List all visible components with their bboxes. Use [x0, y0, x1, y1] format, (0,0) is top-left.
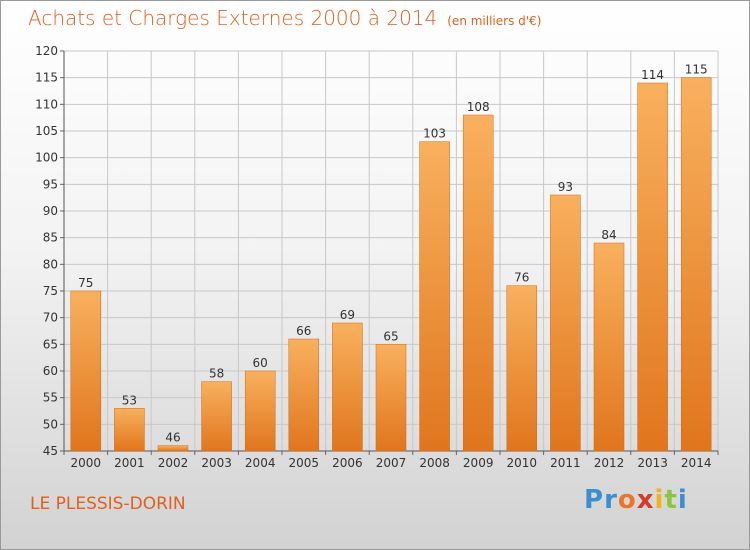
y-tick-label: 115: [35, 71, 58, 85]
y-tick-label: 120: [35, 44, 58, 58]
y-tick-label: 45: [43, 444, 58, 458]
x-tick-label: 2010: [507, 456, 538, 470]
data-label: 76: [514, 271, 529, 285]
bar: [114, 408, 145, 452]
bar: [201, 381, 232, 452]
y-tick-label: 75: [43, 284, 58, 298]
x-tick-label: 2002: [158, 456, 189, 470]
x-tick-label: 2004: [245, 456, 276, 470]
y-tick-label: 105: [35, 124, 58, 138]
data-label: 84: [601, 228, 616, 242]
logo-letter: P: [584, 485, 605, 515]
x-tick-label: 2003: [201, 456, 232, 470]
bar-layer: [70, 77, 712, 452]
x-tick-label: 2013: [637, 456, 668, 470]
bar: [70, 290, 102, 452]
logo-letter: r: [604, 485, 618, 515]
x-tick-label: 2006: [332, 456, 363, 470]
y-tick-label: 90: [43, 204, 58, 218]
y-tick-label: 100: [35, 151, 58, 165]
data-label: 114: [641, 68, 664, 82]
title-text: Achats et Charges Externes 2000 à 2014: [28, 6, 438, 30]
y-tick-label: 70: [43, 311, 58, 325]
bar: [288, 338, 320, 452]
label-layer: 75 2000 53 2001 46 2002 58 2003 60 2004 66 2005 69 20…: [71, 63, 712, 470]
logo-letter: i: [677, 485, 688, 515]
data-label: 115: [685, 63, 708, 77]
y-tick-label: 80: [43, 257, 58, 271]
x-tick-label: 2007: [376, 456, 407, 470]
x-tick-label: 2011: [550, 456, 581, 470]
bar: [157, 445, 189, 452]
bar: [550, 194, 581, 452]
bar: [506, 285, 538, 452]
x-tick-label: 2008: [419, 456, 450, 470]
data-label: 53: [122, 393, 137, 407]
bar: [462, 114, 494, 452]
x-tick-label: 2012: [594, 456, 625, 470]
y-tick-label: 65: [43, 337, 58, 351]
bar: [637, 82, 668, 452]
y-tick-label: 60: [43, 364, 58, 378]
data-label: 65: [383, 329, 398, 343]
y-tick-label: 50: [43, 417, 58, 431]
data-label: 46: [165, 431, 180, 445]
logo-letter: i: [654, 485, 665, 515]
y-tick-label: 110: [35, 97, 58, 111]
bar: [375, 344, 407, 452]
x-tick-label: 2005: [289, 456, 320, 470]
x-tick-label: 2014: [681, 456, 712, 470]
data-label: 69: [340, 308, 355, 322]
bar: [244, 370, 276, 452]
logo-letter: o: [617, 485, 637, 515]
chart-title: Achats et Charges Externes 2000 à 2014 (e…: [28, 6, 541, 30]
data-label: 75: [78, 276, 93, 290]
data-label: 103: [423, 127, 446, 141]
bar: [332, 322, 363, 452]
data-label: 66: [296, 324, 311, 338]
data-label: 58: [209, 367, 224, 381]
x-tick-label: 2009: [463, 456, 494, 470]
x-tick-label: 2000: [71, 456, 102, 470]
bar: [593, 242, 625, 452]
x-tick-label: 2001: [114, 456, 145, 470]
bar: [680, 77, 712, 452]
data-label: 93: [558, 180, 573, 194]
proxiti-logo: Proxiti: [584, 485, 688, 515]
data-label: 60: [253, 356, 268, 370]
commune-name: LE PLESSIS-DORIN: [30, 494, 186, 514]
unit-text: (en milliers d'€): [447, 14, 542, 28]
y-tick-label: 55: [43, 391, 58, 405]
logo-letter: t: [664, 485, 678, 515]
bar: [419, 141, 450, 452]
data-label: 108: [467, 100, 490, 114]
y-tick-label: 85: [43, 231, 58, 245]
y-tick-label: 95: [43, 177, 58, 191]
logo-letter: x: [636, 485, 655, 515]
